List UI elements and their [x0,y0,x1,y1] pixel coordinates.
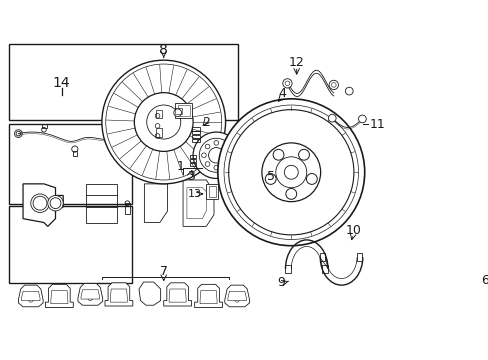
Circle shape [264,174,276,184]
Bar [208,186,215,197]
Bar [125,203,129,214]
Bar [192,135,200,138]
Bar [42,124,47,128]
Bar [9,206,132,283]
Polygon shape [21,291,40,301]
Circle shape [102,60,225,184]
Circle shape [48,195,63,211]
Bar [319,253,325,261]
Bar [9,124,132,204]
Bar [73,152,77,156]
Text: 7: 7 [160,265,167,279]
Circle shape [273,149,284,160]
Text: 14: 14 [53,76,70,90]
Bar [192,139,200,142]
Circle shape [217,99,364,246]
Polygon shape [105,283,133,306]
Bar [226,202,232,210]
Circle shape [285,189,296,199]
Circle shape [282,79,291,88]
Text: 9: 9 [277,275,285,289]
Circle shape [328,114,335,122]
Text: 12: 12 [288,56,304,69]
Text: 13: 13 [187,189,201,199]
Circle shape [358,115,366,123]
Polygon shape [51,291,68,304]
Polygon shape [227,291,246,301]
Text: 10: 10 [345,224,360,237]
Polygon shape [78,284,102,305]
Polygon shape [144,184,167,222]
Text: 1: 1 [177,159,184,172]
Text: 5: 5 [266,170,274,183]
Circle shape [306,174,317,184]
Text: 6: 6 [480,274,488,287]
Polygon shape [81,290,100,299]
Circle shape [193,132,239,179]
Bar [86,184,117,222]
Circle shape [328,80,338,90]
Bar [156,111,162,118]
Bar [239,194,243,200]
Polygon shape [186,188,206,219]
Polygon shape [169,289,186,302]
Bar [190,159,196,162]
Circle shape [298,149,309,160]
Polygon shape [183,180,214,226]
Bar [156,128,162,138]
Bar [206,184,217,199]
Circle shape [345,87,352,95]
Text: 2: 2 [202,116,210,129]
Bar [322,265,327,273]
Text: 8: 8 [159,43,168,57]
Polygon shape [163,283,191,306]
Bar [190,163,196,166]
Bar [192,127,200,131]
Circle shape [173,109,181,117]
Polygon shape [110,289,127,302]
Bar [192,131,200,134]
Polygon shape [224,285,249,307]
Polygon shape [200,291,217,304]
Bar [175,103,192,118]
Text: 3: 3 [186,170,194,183]
Polygon shape [139,282,160,305]
Text: 4: 4 [278,87,285,100]
Bar [174,108,182,113]
Bar [285,265,290,273]
Circle shape [31,194,49,212]
Polygon shape [194,284,222,307]
Bar [190,155,196,158]
Bar [9,44,237,120]
Bar [356,253,362,261]
Polygon shape [19,285,43,307]
Bar [177,105,190,116]
Polygon shape [45,284,73,307]
Polygon shape [23,184,63,226]
Text: 11: 11 [368,118,385,131]
